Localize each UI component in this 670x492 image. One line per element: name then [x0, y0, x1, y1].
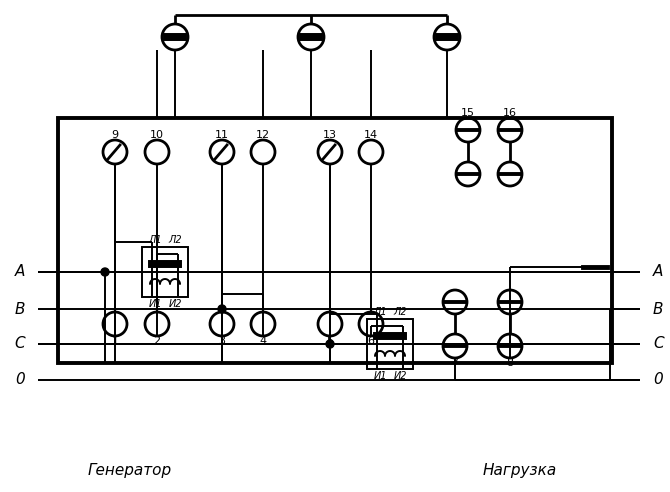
Text: 15: 15: [461, 108, 475, 118]
Text: 0: 0: [15, 372, 25, 388]
Circle shape: [218, 305, 226, 313]
Text: 2: 2: [153, 336, 161, 346]
Text: 14: 14: [364, 130, 378, 140]
Text: 12: 12: [256, 130, 270, 140]
Bar: [367, 319, 413, 369]
Bar: [58, 118, 612, 363]
Text: Л2: Л2: [393, 307, 407, 317]
Text: Генератор: Генератор: [88, 462, 172, 478]
Text: A: A: [653, 265, 663, 279]
Text: 11: 11: [215, 130, 229, 140]
Text: 3: 3: [218, 336, 226, 346]
Text: C: C: [14, 337, 25, 351]
Text: 6: 6: [368, 336, 375, 346]
Bar: [374, 333, 406, 339]
Text: Л1: Л1: [373, 307, 387, 317]
Text: Нагрузка: Нагрузка: [483, 462, 557, 478]
Text: A: A: [15, 265, 25, 279]
Circle shape: [101, 268, 109, 276]
Bar: [164, 34, 186, 40]
Text: Л1: Л1: [148, 235, 162, 245]
Text: Л2: Л2: [168, 235, 182, 245]
Text: И2: И2: [168, 299, 182, 309]
Text: И1: И1: [148, 299, 161, 309]
Text: 4: 4: [259, 336, 267, 346]
Text: 13: 13: [323, 130, 337, 140]
Text: C: C: [653, 337, 663, 351]
Text: И2: И2: [393, 371, 407, 381]
Text: B: B: [15, 302, 25, 316]
Bar: [300, 34, 322, 40]
Text: 16: 16: [503, 108, 517, 118]
Bar: [149, 261, 181, 267]
Circle shape: [326, 340, 334, 348]
Bar: [436, 34, 458, 40]
Text: 0: 0: [653, 372, 663, 388]
Text: 5: 5: [326, 336, 334, 346]
Bar: [142, 247, 188, 297]
Text: 9: 9: [111, 130, 119, 140]
Text: B: B: [653, 302, 663, 316]
Text: 8: 8: [507, 358, 514, 368]
Text: 1: 1: [111, 336, 119, 346]
Text: 10: 10: [150, 130, 164, 140]
Text: И1: И1: [373, 371, 387, 381]
Text: 7: 7: [452, 358, 458, 368]
